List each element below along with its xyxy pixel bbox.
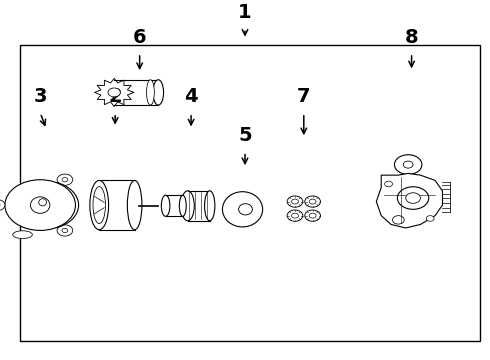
Circle shape bbox=[426, 216, 434, 221]
Text: 8: 8 bbox=[405, 28, 418, 47]
Text: 4: 4 bbox=[184, 87, 198, 107]
Circle shape bbox=[5, 180, 75, 230]
Ellipse shape bbox=[13, 231, 32, 239]
Circle shape bbox=[292, 199, 298, 204]
Ellipse shape bbox=[239, 204, 252, 215]
Polygon shape bbox=[95, 78, 134, 107]
Circle shape bbox=[403, 161, 413, 168]
Ellipse shape bbox=[147, 80, 154, 105]
Ellipse shape bbox=[181, 191, 195, 221]
Text: 5: 5 bbox=[238, 126, 252, 145]
Ellipse shape bbox=[30, 197, 50, 213]
Circle shape bbox=[397, 187, 429, 209]
Text: 3: 3 bbox=[33, 87, 47, 107]
Bar bbox=[20, 45, 480, 341]
Ellipse shape bbox=[179, 195, 186, 216]
Circle shape bbox=[0, 199, 5, 211]
Circle shape bbox=[305, 196, 320, 207]
Circle shape bbox=[385, 181, 392, 187]
Circle shape bbox=[394, 155, 422, 175]
Circle shape bbox=[57, 174, 73, 185]
Text: 1: 1 bbox=[238, 3, 252, 22]
Circle shape bbox=[392, 216, 404, 224]
Ellipse shape bbox=[93, 186, 105, 224]
Ellipse shape bbox=[205, 191, 215, 221]
Text: 6: 6 bbox=[133, 28, 147, 47]
Ellipse shape bbox=[161, 195, 170, 216]
Circle shape bbox=[292, 213, 298, 218]
Ellipse shape bbox=[153, 80, 164, 105]
Circle shape bbox=[287, 196, 303, 207]
Text: 2: 2 bbox=[108, 87, 122, 107]
Ellipse shape bbox=[222, 192, 263, 227]
Ellipse shape bbox=[90, 180, 109, 230]
Circle shape bbox=[287, 210, 303, 221]
Circle shape bbox=[62, 177, 68, 182]
Circle shape bbox=[406, 193, 420, 203]
Ellipse shape bbox=[127, 180, 142, 230]
Circle shape bbox=[309, 199, 316, 204]
Circle shape bbox=[62, 228, 68, 233]
Circle shape bbox=[108, 88, 121, 97]
Text: 7: 7 bbox=[297, 87, 311, 107]
Circle shape bbox=[309, 213, 316, 218]
Circle shape bbox=[57, 225, 73, 236]
Polygon shape bbox=[376, 174, 442, 228]
Circle shape bbox=[305, 210, 320, 221]
Ellipse shape bbox=[39, 199, 47, 206]
